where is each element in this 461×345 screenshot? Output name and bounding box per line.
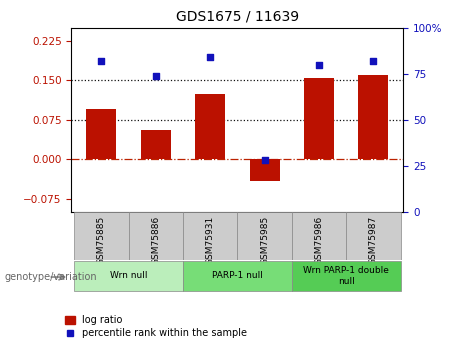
- Point: [207, 55, 214, 60]
- Point: [370, 58, 377, 63]
- Text: Wrn PARP-1 double
null: Wrn PARP-1 double null: [303, 266, 389, 286]
- Text: GSM75931: GSM75931: [206, 216, 215, 265]
- Text: genotype/variation: genotype/variation: [5, 272, 97, 282]
- Bar: [86, 109, 116, 159]
- Text: Wrn null: Wrn null: [110, 272, 148, 280]
- Legend: log ratio, percentile rank within the sample: log ratio, percentile rank within the sa…: [65, 315, 247, 338]
- Bar: [346, 212, 401, 260]
- Bar: [141, 130, 171, 159]
- Bar: [183, 212, 237, 260]
- Bar: [250, 159, 279, 180]
- Text: GSM75885: GSM75885: [97, 216, 106, 265]
- Bar: [129, 212, 183, 260]
- Bar: [359, 75, 389, 159]
- Bar: [74, 212, 129, 260]
- Text: GSM75987: GSM75987: [369, 216, 378, 265]
- Text: PARP-1 null: PARP-1 null: [212, 272, 263, 280]
- Point: [261, 158, 268, 163]
- Bar: [237, 212, 292, 260]
- Text: GSM75985: GSM75985: [260, 216, 269, 265]
- Point: [315, 62, 323, 67]
- Bar: [183, 261, 292, 291]
- Text: GSM75886: GSM75886: [151, 216, 160, 265]
- Bar: [304, 78, 334, 159]
- Bar: [292, 212, 346, 260]
- Bar: [292, 261, 401, 291]
- Bar: [195, 93, 225, 159]
- Text: GSM75986: GSM75986: [314, 216, 324, 265]
- Title: GDS1675 / 11639: GDS1675 / 11639: [176, 10, 299, 24]
- Point: [152, 73, 160, 78]
- Point: [98, 58, 105, 63]
- Bar: [74, 261, 183, 291]
